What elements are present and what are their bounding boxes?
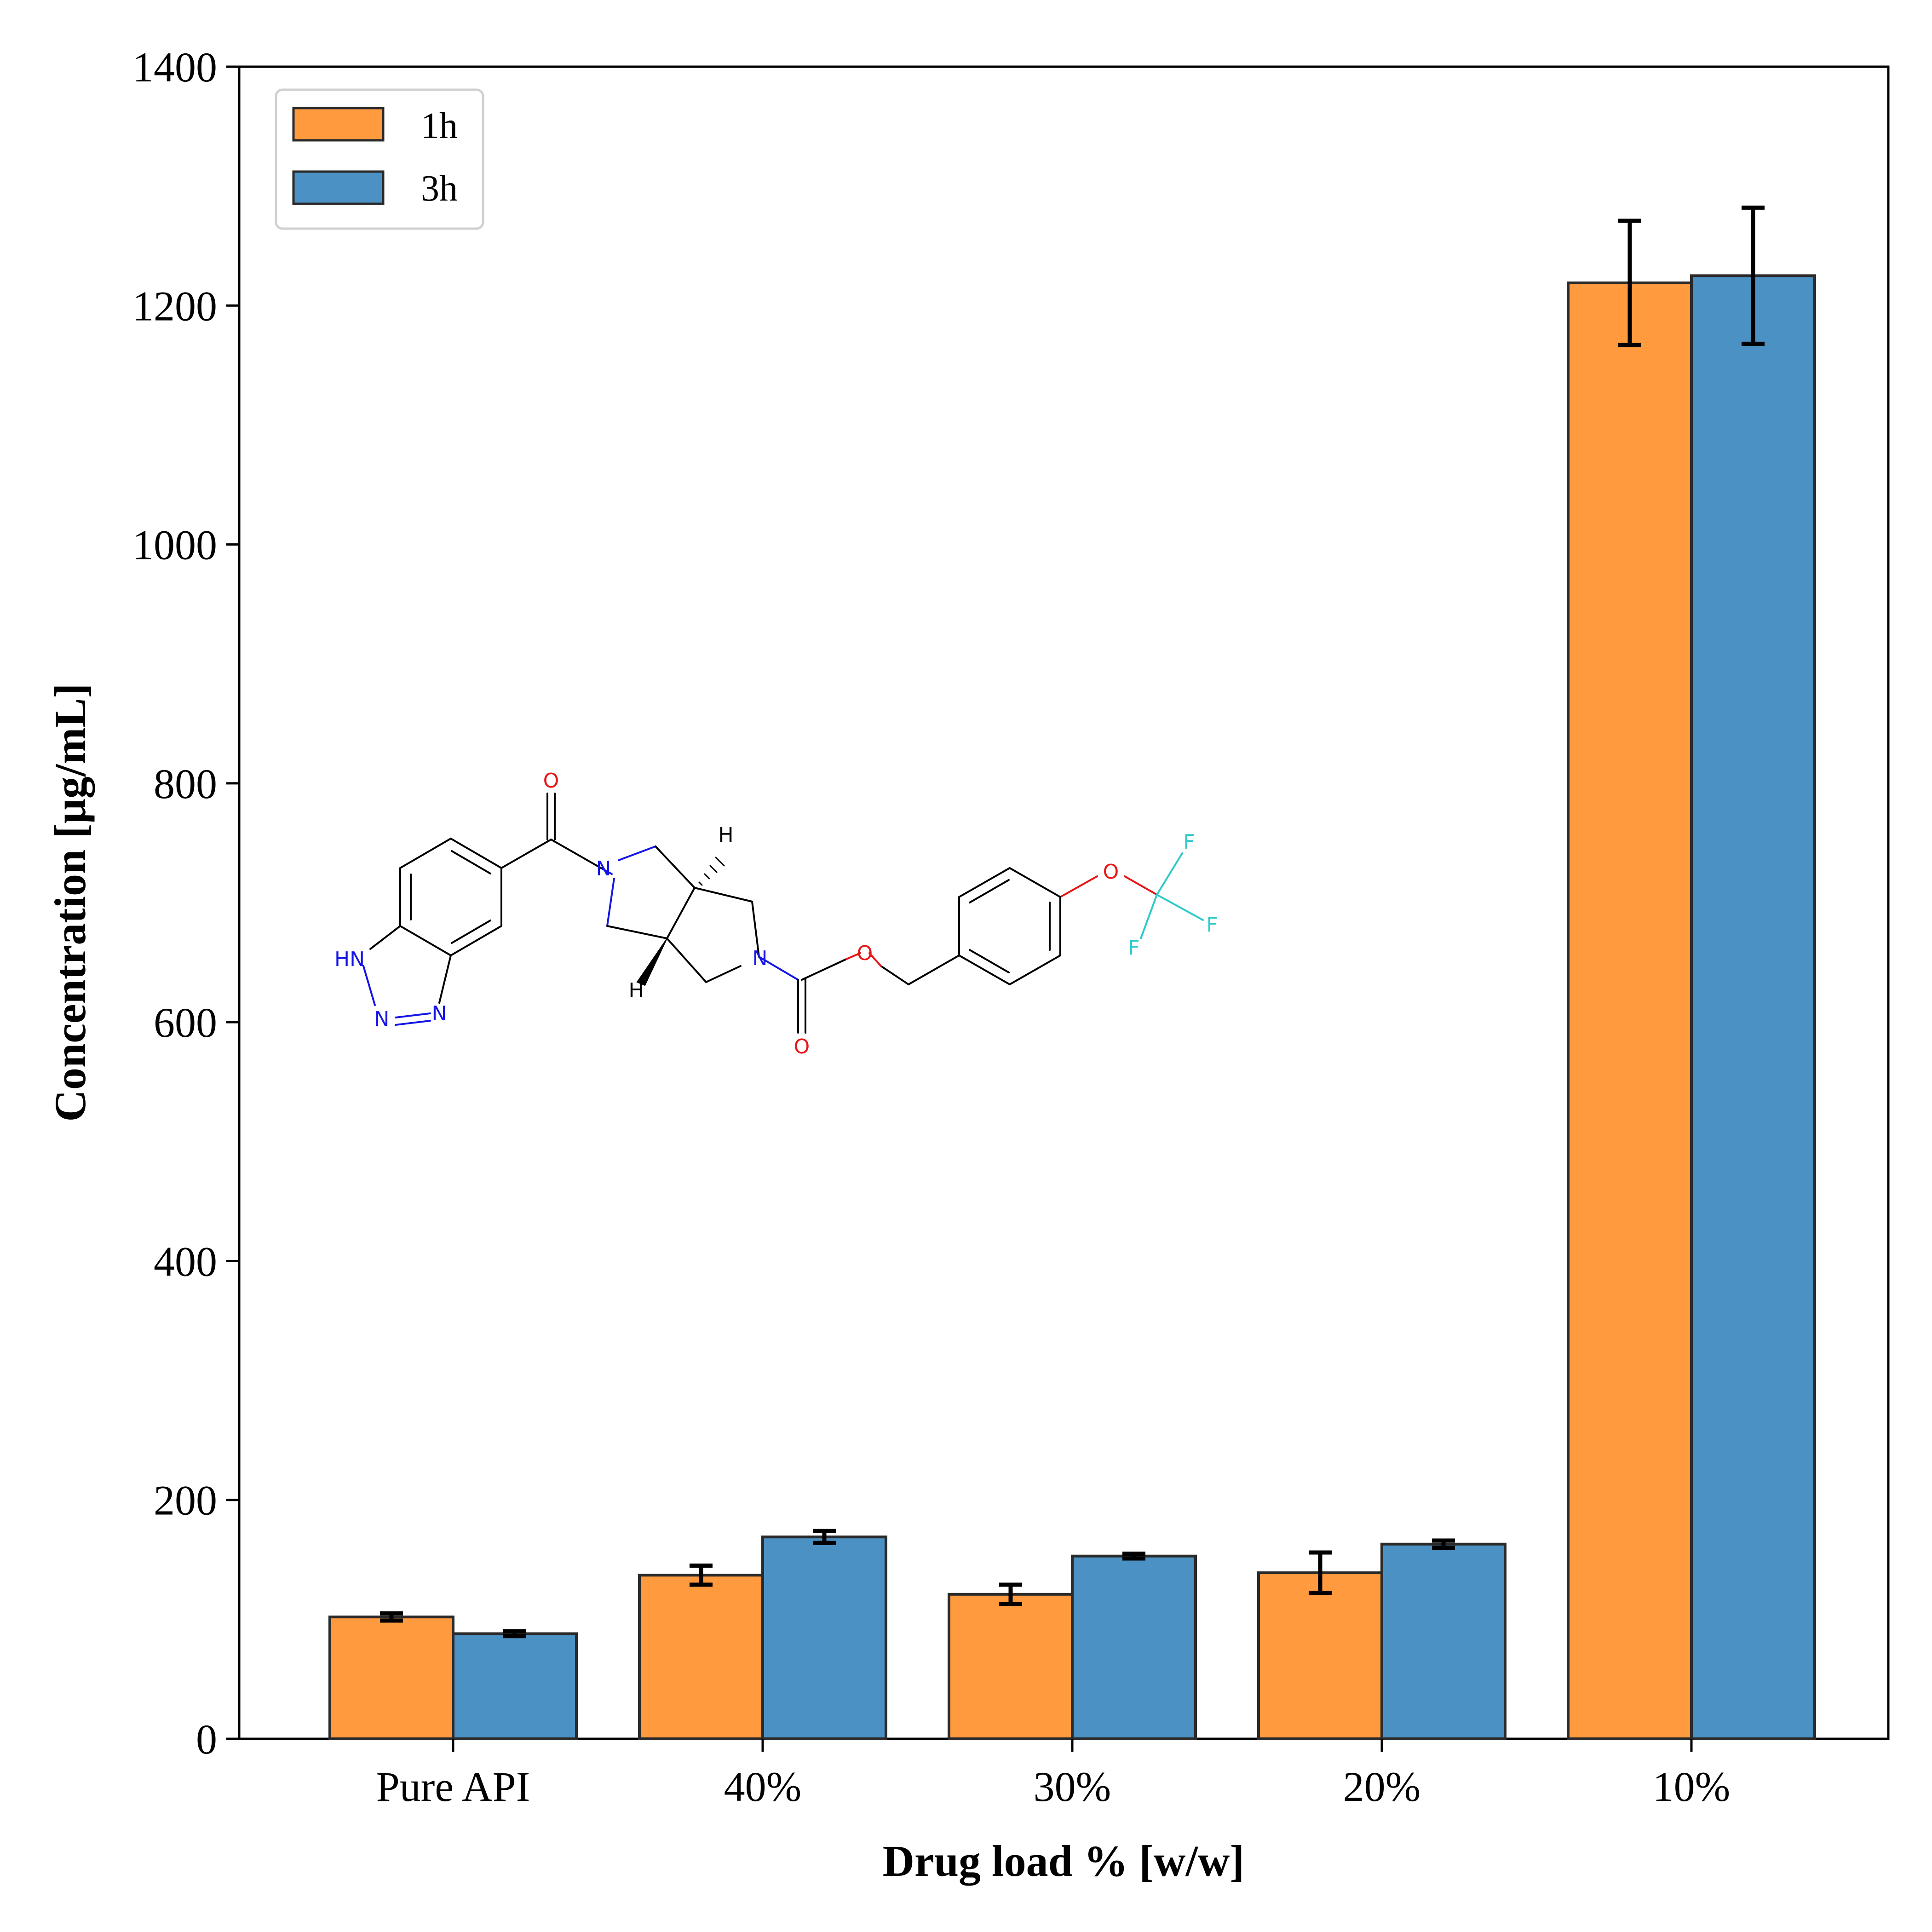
benzyl-ring-bonds bbox=[958, 867, 1061, 985]
atom-h-bottom: H bbox=[628, 979, 644, 1002]
x-tick-label: 40% bbox=[724, 1763, 802, 1810]
atom-h-top: H bbox=[718, 823, 733, 847]
y-tick-label: 800 bbox=[154, 760, 217, 807]
atom-n-triazole-2: N bbox=[432, 1002, 447, 1025]
bar-3h-1 bbox=[761, 1535, 887, 1741]
bar-3h-4 bbox=[1690, 274, 1816, 1740]
atom-f-1: F bbox=[1183, 830, 1195, 854]
bar-3h-2 bbox=[1071, 1554, 1197, 1740]
wedge-bond-bottom bbox=[636, 938, 667, 986]
benzotriazole-ring-bonds bbox=[369, 793, 604, 1004]
y-tick-label: 200 bbox=[154, 1477, 217, 1524]
y-tick-label: 400 bbox=[154, 1238, 217, 1285]
ester-oxygen-bonds bbox=[845, 875, 1158, 967]
triazole-bonds bbox=[362, 845, 799, 1026]
atom-f-3: F bbox=[1128, 936, 1139, 960]
bar-3h-3 bbox=[1380, 1542, 1506, 1741]
y-tick-label: 1400 bbox=[132, 44, 217, 91]
legend-label-1h: 1h bbox=[421, 106, 458, 146]
atom-o-ether: O bbox=[1103, 860, 1119, 884]
bar-1h-2 bbox=[948, 1593, 1074, 1740]
error-bar-1h-4 bbox=[1618, 218, 1641, 347]
x-tick-label: 10% bbox=[1653, 1763, 1731, 1810]
error-bar-1h-3 bbox=[1309, 1550, 1332, 1595]
y-axis-title: Concentration [μg/mL] bbox=[46, 684, 95, 1122]
x-tick-label: 30% bbox=[1034, 1763, 1111, 1810]
legend: 1h 3h bbox=[275, 88, 484, 230]
bar-1h-0 bbox=[328, 1616, 454, 1741]
bar-1h-4 bbox=[1567, 281, 1693, 1740]
atom-n-carbamate: N bbox=[753, 947, 768, 970]
legend-swatch-3h bbox=[292, 170, 385, 205]
bar-3h-0 bbox=[452, 1632, 578, 1741]
error-bar-1h-1 bbox=[690, 1564, 713, 1587]
bicyclic-core-bonds bbox=[606, 845, 960, 1034]
error-bar-3h-2 bbox=[1122, 1552, 1145, 1561]
bars-layer bbox=[328, 274, 1816, 1741]
atom-o-carbonyl-top: O bbox=[543, 769, 559, 793]
error-bar-3h-3 bbox=[1432, 1538, 1455, 1550]
y-tick-label: 1000 bbox=[132, 522, 217, 569]
error-bars-layer bbox=[380, 205, 1765, 1639]
bar-1h-1 bbox=[638, 1574, 764, 1741]
error-bar-3h-0 bbox=[503, 1629, 526, 1639]
atom-o-carbonyl-bottom: O bbox=[794, 1035, 810, 1058]
error-bar-3h-1 bbox=[813, 1529, 836, 1545]
cf3-bonds bbox=[1140, 852, 1204, 939]
error-bar-1h-0 bbox=[380, 1611, 403, 1623]
error-bar-1h-2 bbox=[999, 1582, 1022, 1606]
x-axis: Pure API 40% 30% 20% 10% bbox=[376, 1739, 1731, 1810]
hash-bond-top bbox=[698, 857, 725, 886]
chemical-structure bbox=[362, 793, 1204, 1034]
legend-label-3h: 3h bbox=[421, 168, 458, 209]
error-bar-3h-4 bbox=[1742, 205, 1765, 346]
x-axis-title: Drug load % [w/w] bbox=[883, 1836, 1245, 1886]
atom-f-2: F bbox=[1206, 913, 1218, 937]
chemical-structure-atoms: O N H H N O O O F F F HN N N bbox=[334, 769, 1218, 1058]
atom-hn: HN bbox=[334, 948, 365, 971]
y-tick-label: 600 bbox=[154, 999, 217, 1046]
atom-o-ester: O bbox=[857, 942, 873, 965]
y-tick-label: 0 bbox=[196, 1716, 217, 1763]
x-tick-label: 20% bbox=[1343, 1763, 1421, 1810]
atom-n-amide: N bbox=[596, 857, 611, 880]
x-tick-label: Pure API bbox=[376, 1763, 530, 1810]
y-tick-label: 1200 bbox=[132, 282, 217, 329]
bar-1h-3 bbox=[1257, 1571, 1383, 1740]
legend-swatch-1h bbox=[292, 107, 385, 142]
y-axis: 0 200 400 600 800 1000 1200 1400 bbox=[132, 44, 239, 1763]
atom-n-triazole-1: N bbox=[374, 1007, 390, 1031]
